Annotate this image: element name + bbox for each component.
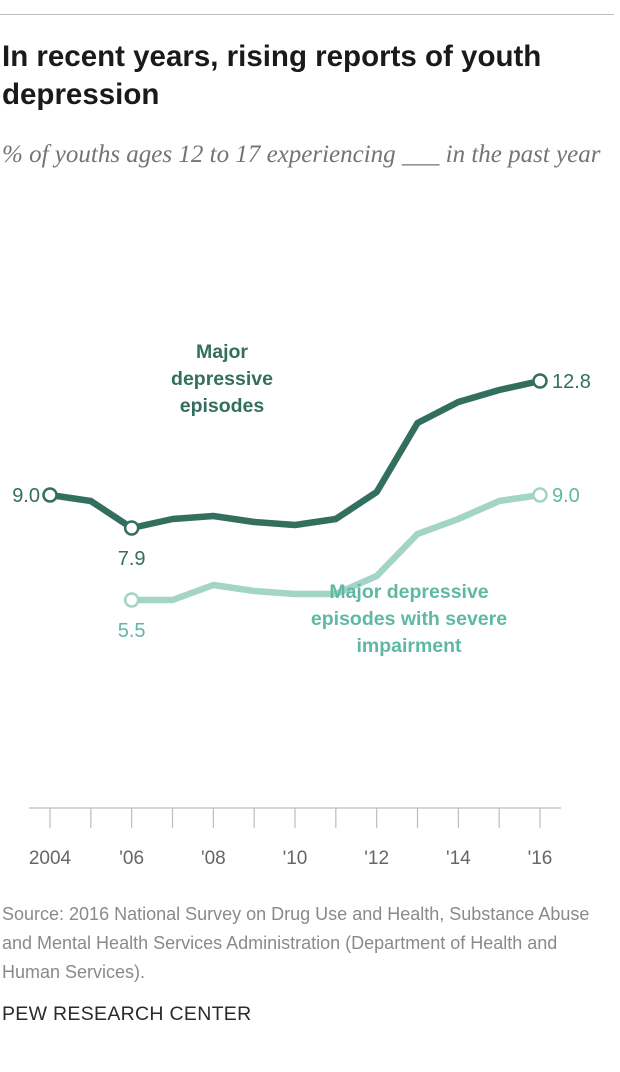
x-tick-label: '16 <box>528 848 553 869</box>
data-label: 12.8 <box>552 371 591 393</box>
series-label: depressive <box>171 368 273 390</box>
series-label: Major depressive <box>329 581 488 603</box>
source-note: Source: 2016 National Survey on Drug Use… <box>2 904 590 982</box>
data-label: 7.9 <box>118 548 146 570</box>
x-axis: 2004 '06 '08 '10 '12 '14 '16 <box>29 807 561 869</box>
top-rule <box>0 14 614 15</box>
x-tick-label: '12 <box>364 848 389 869</box>
chart-title: In recent years, rising reports of youth… <box>2 40 542 111</box>
data-point-marker <box>532 487 548 503</box>
data-point-marker <box>123 520 140 536</box>
series-line <box>128 491 544 604</box>
series-line <box>46 377 544 532</box>
series-label: episodes <box>180 395 265 417</box>
x-tick-label: '14 <box>446 848 471 869</box>
series-label: Major <box>196 341 248 363</box>
series-lines <box>42 373 548 608</box>
series-label: impairment <box>356 635 462 657</box>
data-label: 9.0 <box>552 485 580 507</box>
chart-subtitle: % of youths ages 12 to 17 experiencing _… <box>2 141 601 168</box>
data-label: 9.0 <box>12 485 40 507</box>
x-tick-label: '10 <box>283 848 308 869</box>
series-label: episodes with severe <box>311 608 507 630</box>
data-point-marker <box>123 592 140 608</box>
x-tick-label: '08 <box>201 848 226 869</box>
chart-labels: 9.0 7.9 12.8 Major depressive episodes 5.5 9.0 M… <box>12 341 591 657</box>
data-point-marker <box>532 373 548 389</box>
brand-name: PEW RESEARCH CENTER <box>2 1003 252 1025</box>
data-point-marker <box>42 487 58 503</box>
data-label: 5.5 <box>118 620 146 642</box>
x-tick-label: '06 <box>119 848 144 869</box>
x-tick-label: 2004 <box>29 848 72 869</box>
